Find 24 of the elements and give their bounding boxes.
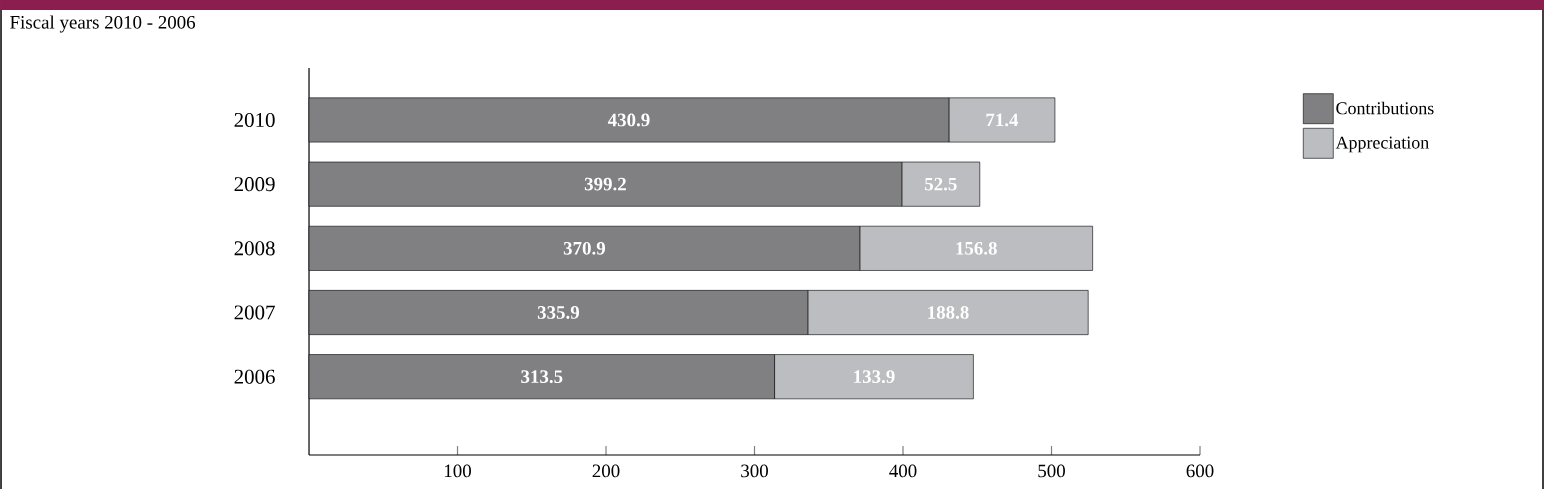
data-label: 370.9 — [563, 241, 606, 255]
data-label: 313.5 — [521, 370, 563, 384]
y-tick-label: 2009 — [234, 177, 275, 192]
x-tick-label: 400 — [889, 464, 917, 478]
data-label: 430.9 — [607, 113, 650, 127]
data-label: 335.9 — [537, 306, 580, 319]
data-label: 188.8 — [928, 306, 969, 319]
y-tick-label: 2008 — [234, 241, 275, 256]
y-tick-label: 2006 — [234, 369, 275, 384]
data-label: 399.2 — [584, 177, 626, 191]
x-tick-label: 600 — [1186, 464, 1214, 478]
x-tick-label: 200 — [592, 464, 620, 478]
data-label: 71.4 — [986, 113, 1019, 127]
y-tick-label: 2007 — [234, 305, 275, 320]
x-tick-label: 500 — [1038, 464, 1065, 478]
x-tick-label: 300 — [741, 464, 768, 478]
data-label: 133.9 — [854, 370, 895, 384]
data-label: 156.8 — [956, 241, 997, 255]
data-label: 52.5 — [924, 177, 957, 191]
legend-label: Contributions — [1336, 101, 1434, 115]
y-tick-label: 2010 — [234, 112, 275, 128]
x-tick-label: 100 — [444, 464, 471, 478]
legend-label: Appreciation — [1335, 136, 1429, 153]
text: Fiscal years 2010 - 2006 — [10, 15, 196, 33]
